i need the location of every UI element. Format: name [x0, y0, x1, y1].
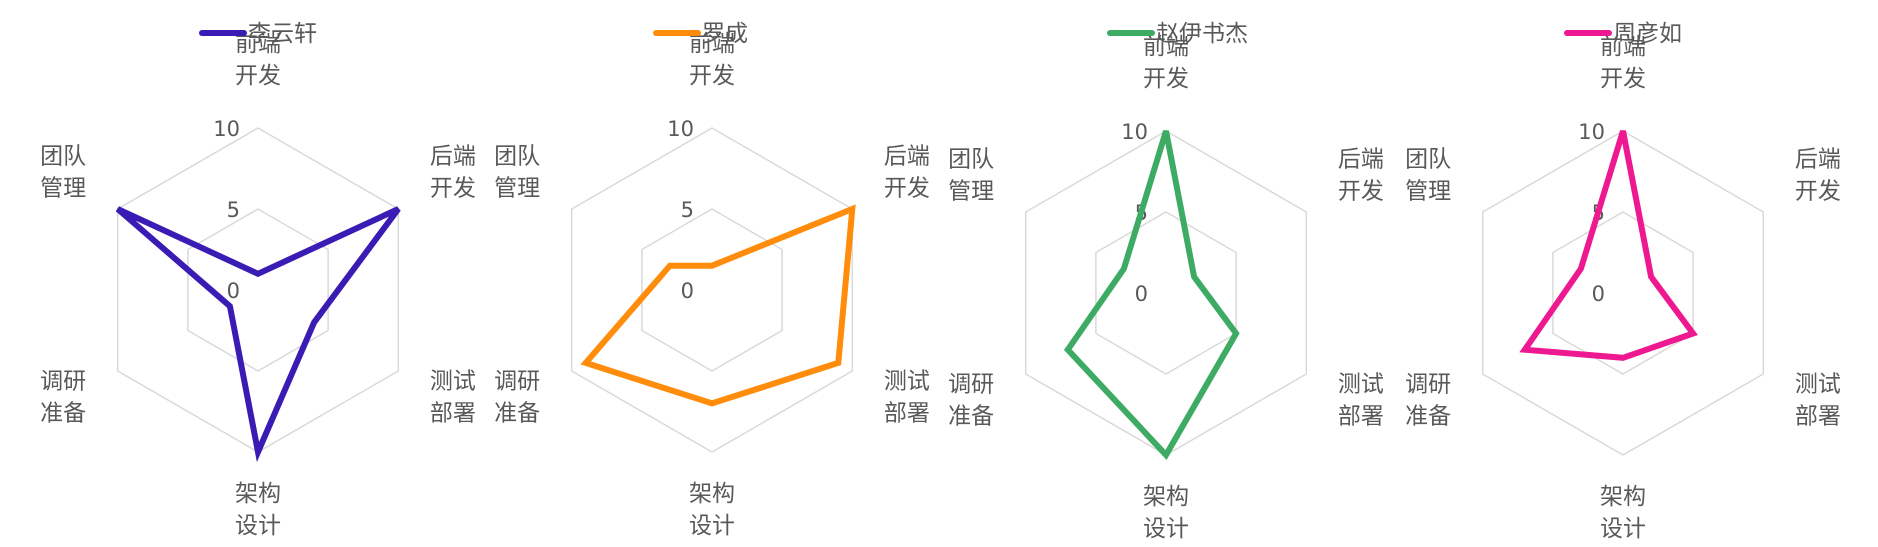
legend: 周彦如	[1564, 21, 1682, 47]
axis-label: 调研准备	[948, 372, 994, 430]
tick-label: 0	[681, 279, 694, 303]
legend-label: 周彦如	[1613, 21, 1682, 47]
axis-label: 后端开发	[430, 144, 476, 202]
series-line	[1519, 130, 1698, 361]
axis-label: 团队管理	[948, 147, 994, 205]
series-line	[1063, 130, 1240, 461]
grid-ring-inner	[1095, 211, 1237, 375]
axis-label: 测试部署	[884, 369, 930, 427]
axis-label: 前端开发	[689, 31, 735, 89]
axis-label: 测试部署	[430, 369, 476, 427]
axis-label: 架构设计	[1143, 484, 1189, 542]
legend-label: 赵伊书杰	[1156, 21, 1248, 47]
axis-label: 架构设计	[1600, 484, 1646, 542]
tick-label: 0	[227, 279, 240, 303]
legend-label: 罗成	[702, 21, 748, 47]
grid-ring-inner	[641, 208, 783, 372]
axis-label: 测试部署	[1338, 372, 1384, 430]
axis-label: 后端开发	[1795, 147, 1841, 205]
tick-label: 10	[213, 117, 240, 141]
legend: 赵伊书杰	[1107, 21, 1248, 47]
grid-ring-inner	[187, 208, 329, 372]
grid-ring-inner	[1552, 211, 1694, 375]
tick-label: 0	[1592, 282, 1605, 306]
axis-label: 前端开发	[1600, 34, 1646, 92]
tick-label: 10	[667, 117, 694, 141]
grid-ring-outer	[116, 127, 400, 453]
tick-label: 5	[681, 198, 694, 222]
axis-label: 后端开发	[1338, 147, 1384, 205]
grid-ring-outer	[1481, 130, 1765, 456]
axis-label: 架构设计	[689, 481, 735, 539]
axis-label: 架构设计	[235, 481, 281, 539]
axis-label: 后端开发	[884, 144, 930, 202]
tick-label: 0	[1135, 282, 1148, 306]
axis-label: 调研准备	[1405, 372, 1451, 430]
legend: 李云轩	[199, 21, 317, 47]
series-line	[580, 204, 856, 407]
axis-label: 调研准备	[40, 369, 86, 427]
legend-label: 李云轩	[248, 21, 317, 47]
series-line	[115, 206, 401, 463]
tick-label: 5	[227, 198, 240, 222]
axis-label: 团队管理	[1405, 147, 1451, 205]
tick-label: 10	[1578, 120, 1605, 144]
axis-label: 调研准备	[494, 369, 540, 427]
axis-label: 团队管理	[40, 144, 86, 202]
grid-ring-outer	[1024, 130, 1308, 456]
axis-label: 团队管理	[494, 144, 540, 202]
axis-label: 前端开发	[1143, 34, 1189, 92]
tick-label: 10	[1121, 120, 1148, 144]
axis-label: 测试部署	[1795, 372, 1841, 430]
legend: 罗成	[653, 21, 748, 47]
